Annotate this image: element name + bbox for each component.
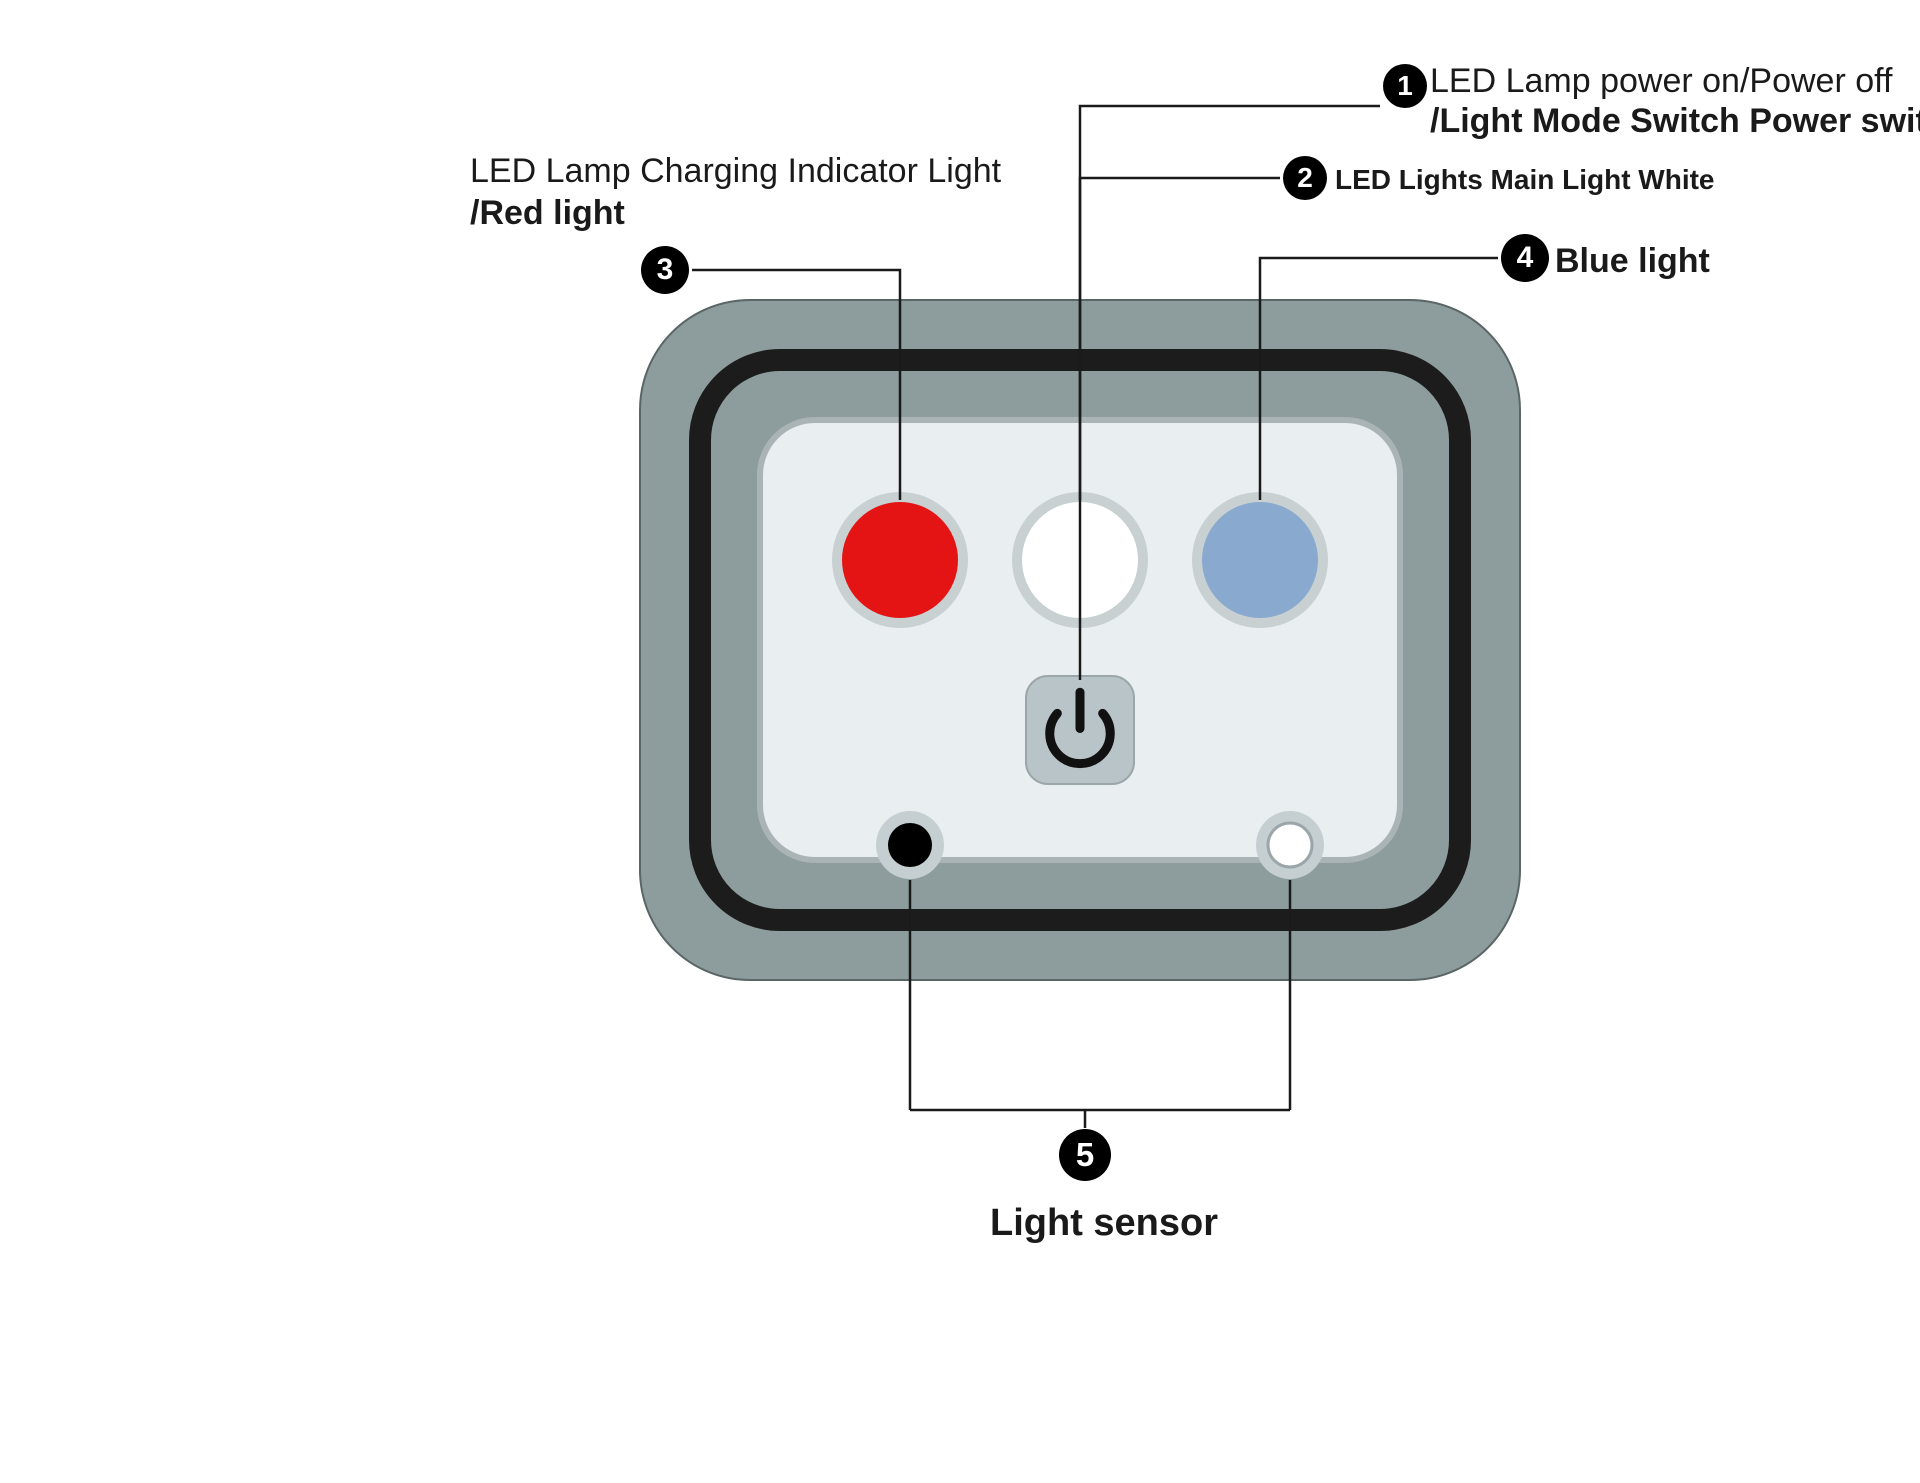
badge-red-light: 3 — [641, 246, 689, 294]
badge-power-switch: 1 — [1383, 64, 1427, 108]
label-red-light-line2: /Red light — [470, 192, 625, 235]
badge-light-sensor: 5 — [1059, 1129, 1111, 1181]
diagram-svg — [0, 0, 1920, 1483]
badge-main-white: 2 — [1283, 156, 1327, 200]
badge-blue-light: 4 — [1501, 234, 1549, 282]
label-light-sensor: Light sensor — [990, 1200, 1218, 1248]
label-blue-light: Blue light — [1555, 240, 1710, 283]
label-power-switch-line2: /Light Mode Switch Power switch — [1430, 100, 1920, 143]
label-power-switch-line1: LED Lamp power on/Power off — [1430, 60, 1892, 103]
label-red-light-line1: LED Lamp Charging Indicator Light — [470, 150, 1001, 193]
label-main-white: LED Lights Main Light White — [1335, 162, 1715, 197]
